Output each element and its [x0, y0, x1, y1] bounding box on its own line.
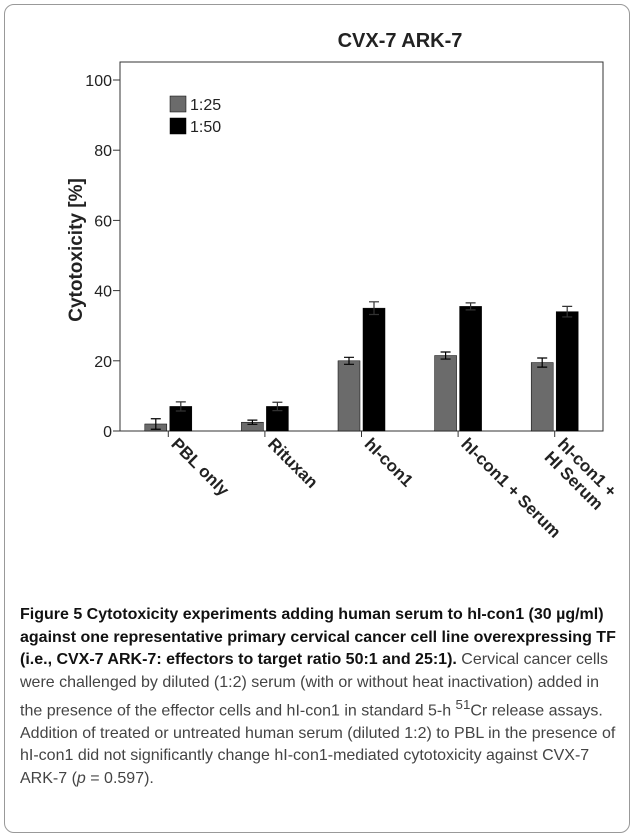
legend-swatch [169, 95, 187, 113]
caption-text: Cr release assays. Addition of treated o… [20, 702, 616, 787]
chart-title: CVX-7 ARK-7 [338, 30, 463, 52]
error-bar [344, 356, 354, 365]
bar [555, 311, 579, 432]
bar [530, 362, 554, 432]
y-tick-label: 20 [94, 354, 112, 371]
chart: CVX-7 ARK-7 Cytotoxicity [%] 0 20 40 60 80 10… [66, 30, 621, 542]
error-bar [440, 351, 451, 360]
caption-text: = 0.597). [85, 769, 154, 787]
y-axis-label: Cytotoxicity [%] [66, 178, 87, 322]
error-bar [465, 302, 476, 311]
figure-frame [4, 4, 630, 833]
legend-label: 1:25 [190, 97, 221, 114]
error-bar [369, 301, 379, 316]
bar [362, 307, 386, 432]
caption: Figure 5 Cytotoxicity experiments adding… [20, 604, 618, 790]
y-tick-label: 40 [94, 284, 112, 301]
bar [459, 306, 482, 432]
x-tick-label: Rituxan [264, 434, 322, 492]
x-tick-label: hI-con1 +HI Serum [541, 434, 621, 514]
y-tick-label: 60 [94, 213, 112, 230]
y-tick-label: 0 [103, 424, 112, 441]
error-bar [175, 401, 186, 412]
legend-swatch [169, 117, 187, 135]
x-tick-label: hI-con1 + Serum [457, 434, 564, 541]
y-tick-label: 100 [85, 73, 112, 90]
legend-label: 1:50 [190, 119, 221, 136]
error-bar [247, 419, 258, 425]
error-bar [150, 418, 161, 430]
x-tick-label: hI-con1 [361, 434, 417, 490]
caption-title: Figure 5 Cytotoxicity experiments adding… [20, 606, 616, 668]
caption-text: Cervical cancer cells were challenged by… [20, 651, 609, 720]
caption-superscript: 51 [455, 697, 471, 712]
error-bar [272, 401, 283, 412]
bar [337, 360, 361, 432]
error-bar [562, 305, 573, 318]
plot-frame [119, 61, 604, 432]
caption-italic: p [76, 769, 86, 787]
y-tick-label: 80 [94, 143, 112, 160]
bar [434, 355, 457, 432]
error-bar [537, 357, 548, 368]
x-tick-label: PBL only [167, 434, 233, 500]
